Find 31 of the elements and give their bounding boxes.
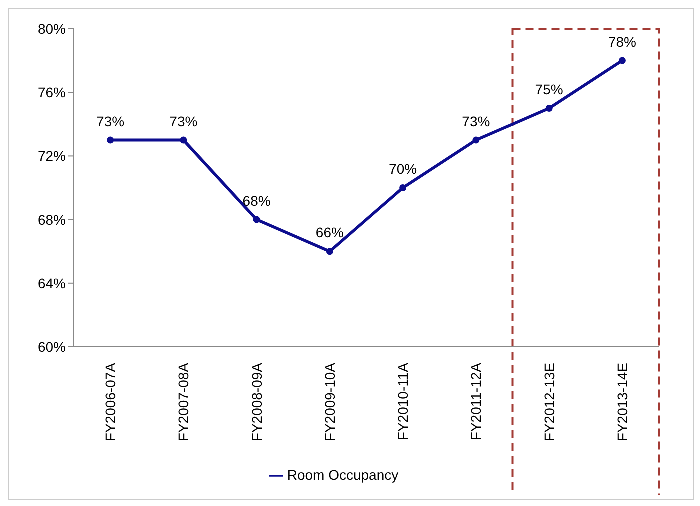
point: [180, 136, 188, 144]
data-label: 66%: [316, 224, 344, 241]
y-tick-label: 72%: [38, 148, 66, 164]
point: [253, 216, 260, 224]
y-tick-label: 64%: [38, 275, 66, 292]
x-tick-label: FY2013-14E: [614, 363, 630, 442]
point: [107, 136, 114, 144]
point: [400, 184, 407, 192]
legend-label: Room Occupancy: [287, 467, 399, 483]
x-tick-label: FY2009-10A: [322, 362, 338, 442]
x-tick-label: FY2010-11A: [395, 362, 412, 441]
data-label: 78%: [608, 34, 636, 50]
data-label: 73%: [462, 113, 490, 130]
point: [326, 248, 334, 256]
point: [472, 136, 480, 144]
point: [618, 57, 626, 64]
point: [546, 105, 553, 112]
data-label: 70%: [389, 161, 418, 177]
y-tick-label: 68%: [38, 212, 66, 228]
x-tick-label: FY2006-07A: [102, 362, 119, 442]
x-tick-label: FY2011-12A: [468, 362, 484, 441]
y-tick-label: 80%: [38, 20, 66, 37]
y-tick-label: 76%: [38, 84, 66, 101]
data-label: 68%: [242, 192, 271, 209]
x-tick-label: FY2007-08A: [176, 362, 192, 442]
x-tick-label: FY2008-09A: [248, 362, 265, 442]
x-tick-label: FY2012-13E: [541, 363, 558, 442]
data-label: 73%: [170, 113, 198, 130]
data-label: 75%: [535, 82, 564, 98]
y-tick-label: 60%: [38, 338, 66, 355]
data-label: 73%: [96, 113, 125, 130]
